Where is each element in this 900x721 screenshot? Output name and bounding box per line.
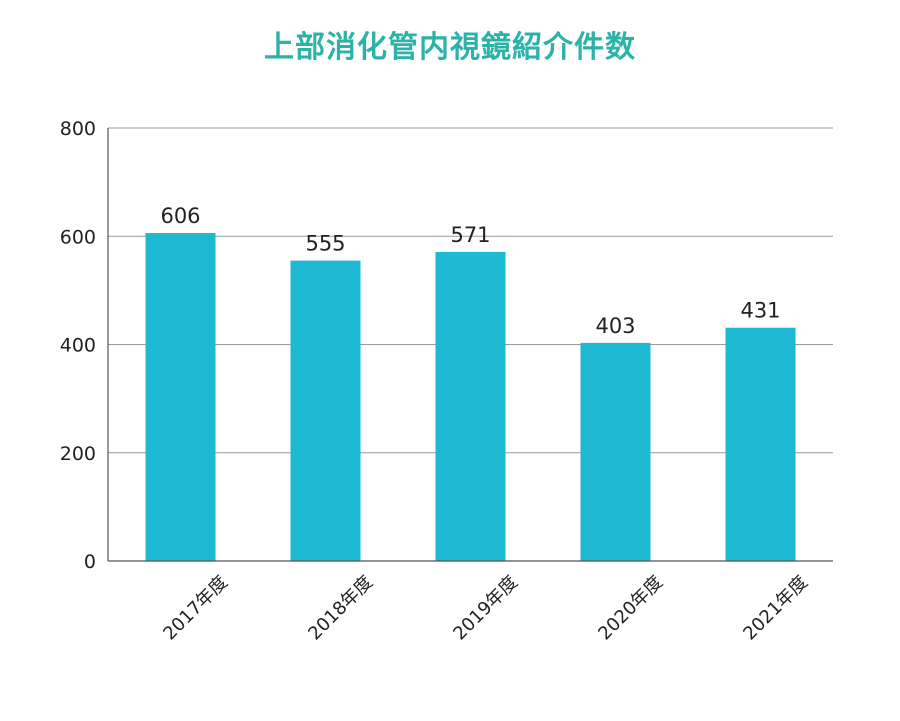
bar <box>290 260 361 561</box>
bar <box>580 342 651 561</box>
x-category-label: 2017年度 <box>159 572 232 645</box>
x-category-label: 2021年度 <box>739 572 812 645</box>
data-label: 571 <box>450 223 490 247</box>
data-label: 431 <box>740 299 780 323</box>
chart-title: 上部消化管内視鏡紹介件数 <box>264 30 636 65</box>
data-label: 403 <box>595 314 635 338</box>
y-tick-label: 600 <box>60 226 96 248</box>
bars <box>145 233 796 562</box>
x-category-label: 2018年度 <box>304 572 377 645</box>
x-category-label: 2019年度 <box>449 572 522 645</box>
axes <box>107 128 833 562</box>
bar <box>725 327 796 561</box>
bar <box>145 233 216 561</box>
y-tick-label: 0 <box>84 551 96 573</box>
y-tick-label: 200 <box>60 443 96 465</box>
y-tick-label: 800 <box>60 118 96 140</box>
data-label: 606 <box>160 204 200 228</box>
x-category-label: 2020年度 <box>594 572 667 645</box>
bar <box>435 251 506 562</box>
data-label: 555 <box>305 232 345 256</box>
y-tick-label: 400 <box>60 335 96 357</box>
